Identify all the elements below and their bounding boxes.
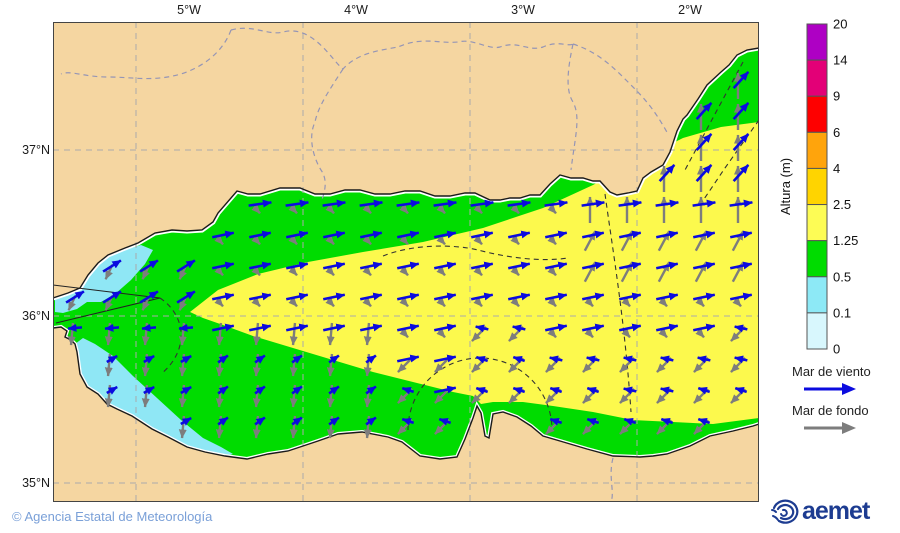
- coastline-spain: [53, 47, 759, 299]
- aemet-logo: aemet: [770, 496, 870, 526]
- aemet-logo-text: aemet: [802, 496, 870, 525]
- colorbar-tick-label: 1.25: [833, 233, 858, 248]
- colorbar-segment: [806, 59, 828, 97]
- colorbar: 20 14 9 6 4 2.5 1.25 0.5 0.1 0 Altura (m): [780, 17, 858, 357]
- wind-sea-arrows: [65, 70, 753, 426]
- graticule: [53, 22, 759, 502]
- sea-wave-0.1-0.5m-sw: [75, 338, 233, 456]
- map-frame: [53, 22, 759, 502]
- colorbar-segment: [806, 131, 828, 169]
- wind-sea-arrow-icon: [804, 383, 856, 395]
- colorbar-segment: [806, 23, 828, 61]
- latitude-label: 37°N: [22, 143, 50, 157]
- swell-label: Mar de fondo: [792, 403, 869, 418]
- colorbar-tick-label: 0: [833, 342, 840, 357]
- swell-arrow-icon: [804, 422, 856, 434]
- longitude-label: 3°W: [511, 3, 535, 17]
- coastline-africa: [53, 326, 759, 460]
- colorbar-tick-label: 9: [833, 89, 840, 104]
- colorbar-segment: [806, 240, 828, 278]
- aemet-swirl-icon: [771, 499, 799, 524]
- colorbar-segment: [806, 95, 828, 133]
- wind-sea-label: Mar de viento: [792, 364, 871, 379]
- colorbar-tick-label: 0.5: [833, 269, 851, 284]
- longitude-label: 2°W: [678, 3, 702, 17]
- colorbar-tick-label: 6: [833, 125, 840, 140]
- latitude-label: 35°N: [22, 476, 50, 490]
- attribution-text: © Agencia Estatal de Meteorología: [12, 509, 213, 524]
- colorbar-tick-label: 14: [833, 53, 847, 68]
- latitude-label: 36°N: [22, 309, 50, 323]
- colorbar-segment: [806, 276, 828, 314]
- colorbar-tick-label: 4: [833, 161, 840, 176]
- longitude-label: 4°W: [344, 3, 368, 17]
- colorbar-tick-label: 2.5: [833, 197, 851, 212]
- colorbar-segment: [806, 312, 828, 350]
- colorbar-title: Altura (m): [780, 158, 793, 215]
- longitude-label: 5°W: [177, 3, 201, 17]
- colorbar-segment: [806, 204, 828, 242]
- arrow-legend: Mar de viento Mar de fondo: [790, 360, 900, 442]
- alboran-sea-map: [53, 22, 759, 502]
- colorbar-tick-label: 20: [833, 17, 847, 32]
- colorbar-tick-label: 0.1: [833, 305, 851, 320]
- colorbar-segment: [806, 167, 828, 206]
- admin-borders: [60, 27, 669, 502]
